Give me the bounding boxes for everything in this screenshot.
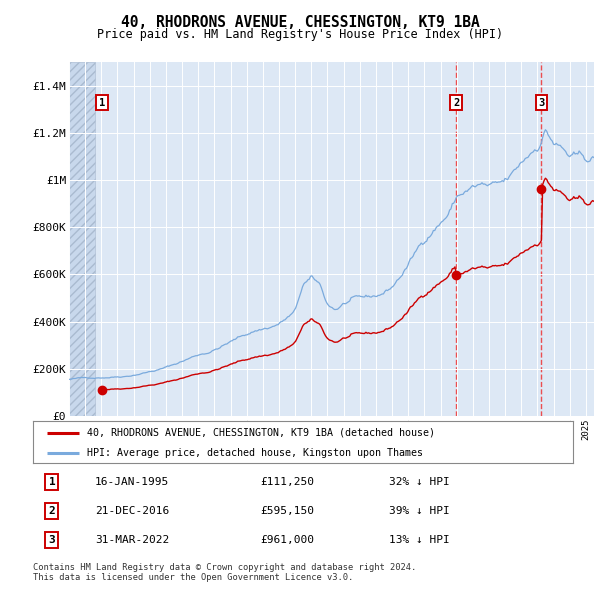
Text: 32% ↓ HPI: 32% ↓ HPI — [389, 477, 450, 487]
Text: £961,000: £961,000 — [260, 535, 314, 545]
Text: 1: 1 — [49, 477, 55, 487]
Text: £111,250: £111,250 — [260, 477, 314, 487]
Text: 31-MAR-2022: 31-MAR-2022 — [95, 535, 169, 545]
Text: £595,150: £595,150 — [260, 506, 314, 516]
Text: 3: 3 — [538, 98, 545, 107]
Text: Contains HM Land Registry data © Crown copyright and database right 2024.
This d: Contains HM Land Registry data © Crown c… — [33, 563, 416, 582]
Text: 21-DEC-2016: 21-DEC-2016 — [95, 506, 169, 516]
Text: 2: 2 — [453, 98, 460, 107]
Text: 16-JAN-1995: 16-JAN-1995 — [95, 477, 169, 487]
Text: 2: 2 — [49, 506, 55, 516]
Text: 3: 3 — [49, 535, 55, 545]
Text: 40, RHODRONS AVENUE, CHESSINGTON, KT9 1BA (detached house): 40, RHODRONS AVENUE, CHESSINGTON, KT9 1B… — [87, 428, 435, 438]
Text: HPI: Average price, detached house, Kingston upon Thames: HPI: Average price, detached house, King… — [87, 448, 423, 457]
Text: 1: 1 — [99, 98, 105, 107]
Text: Price paid vs. HM Land Registry's House Price Index (HPI): Price paid vs. HM Land Registry's House … — [97, 28, 503, 41]
Text: 40, RHODRONS AVENUE, CHESSINGTON, KT9 1BA: 40, RHODRONS AVENUE, CHESSINGTON, KT9 1B… — [121, 15, 479, 30]
Text: 13% ↓ HPI: 13% ↓ HPI — [389, 535, 450, 545]
Bar — [69, 62, 95, 416]
Text: 39% ↓ HPI: 39% ↓ HPI — [389, 506, 450, 516]
